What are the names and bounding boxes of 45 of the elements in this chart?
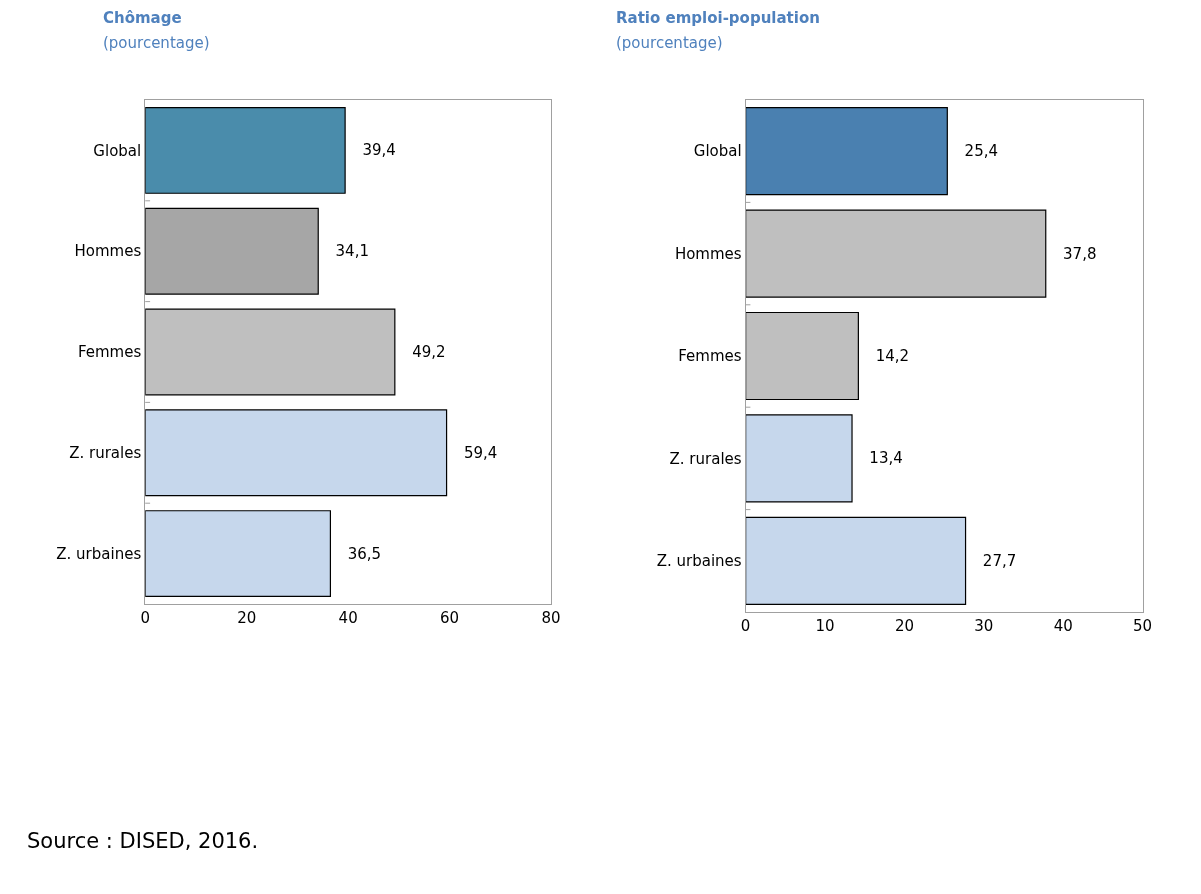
x-tick-label: 30 [974,617,994,635]
bar [145,409,448,497]
x-tick-label: 10 [815,617,835,635]
x-tick-label: 0 [140,609,150,627]
data-label: 36,5 [333,544,382,563]
bar [145,308,396,396]
source-note: Source : DISED, 2016. [27,829,259,853]
y-tick-label: Femmes [77,343,142,362]
x-tick-label: 40 [1053,617,1073,635]
x-tick-label: 50 [1133,617,1153,635]
x-tick-label: 80 [541,609,561,627]
data-label: 34,1 [321,242,369,261]
bar [745,209,1047,298]
data-label: 39,4 [348,141,396,160]
data-label: 59,4 [449,443,498,462]
x-tick-label: 60 [440,609,460,627]
x-tick-label: 0 [740,617,751,635]
bar [745,516,967,605]
chart-subtitle: (pourcentage) [616,34,723,52]
data-label: 14,2 [861,347,910,365]
y-tick-label: Global [93,141,142,160]
data-label: 37,8 [1048,244,1097,263]
chart-title: Ratio emploi-population [616,9,820,27]
y-tick-label: Hommes [674,244,742,263]
chart-subtitle: (pourcentage) [103,34,210,52]
data-label: 27,7 [968,551,1017,570]
bar [145,510,332,598]
y-tick-label: Z. rurales [669,449,742,468]
y-tick-label: Hommes [74,242,142,261]
y-tick-label: Z. urbaines [656,552,742,571]
bar [745,107,948,196]
y-tick-label: Femmes [678,347,742,366]
chart-title: Chômage [103,9,182,27]
bar [745,414,853,503]
y-tick-label: Z. urbaines [56,544,142,563]
x-tick-label: 20 [894,617,914,635]
data-label: 25,4 [950,142,999,161]
y-tick-label: Global [693,142,742,161]
data-label: 49,2 [397,343,446,361]
bar [745,311,859,401]
x-tick-label: 20 [237,609,257,627]
data-label: 13,4 [855,449,903,468]
x-tick-label: 40 [338,609,358,627]
y-tick-label: Z. rurales [69,444,142,463]
bar [145,106,346,194]
